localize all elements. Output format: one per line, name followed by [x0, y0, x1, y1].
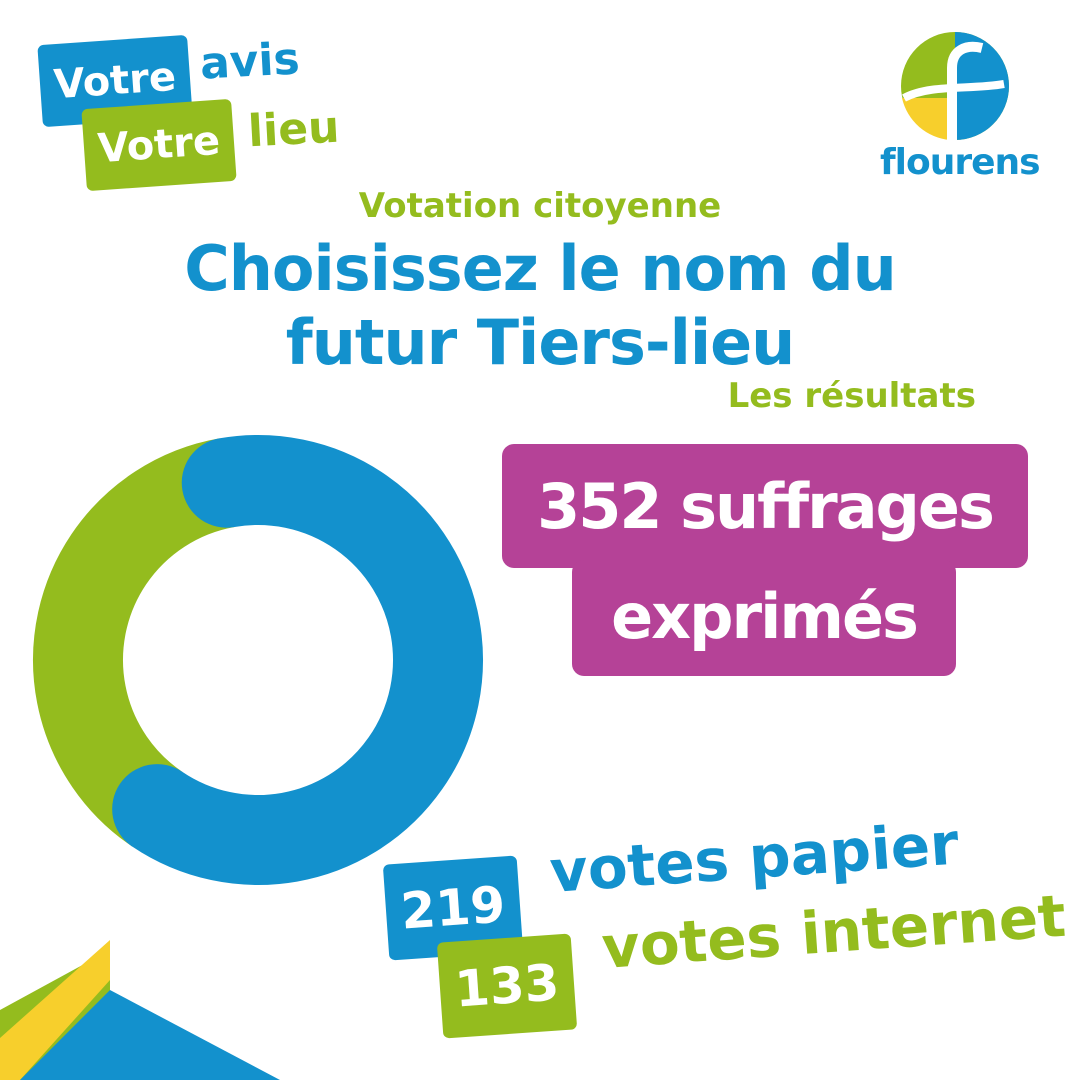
flourens-wordmark: flourens — [880, 142, 1041, 183]
donut-slice-votes-papier — [33, 435, 483, 885]
corner-decoration — [0, 940, 280, 1080]
title-line-2: futur Tiers-lieu — [285, 306, 796, 379]
suffrages-caption-text: exprimés — [611, 580, 919, 653]
papier-label: votes papier — [547, 809, 961, 906]
page-title: Choisissez le nom du futur Tiers-lieu — [0, 232, 1080, 380]
title-line-1: Choisissez le nom du — [184, 232, 897, 305]
votes-donut-chart — [33, 435, 483, 886]
lieu-word: lieu — [246, 101, 341, 158]
suffrages-badge-top — [502, 444, 1028, 568]
suffrages-badge-bottom — [572, 560, 956, 676]
results-label: Les résultats — [727, 376, 976, 416]
votre-tag-green: Votre — [81, 98, 237, 192]
flourens-f-logo-icon — [901, 32, 1009, 140]
subtitle: Votation citoyenne — [358, 186, 722, 226]
internet-count-badge: 133 — [436, 933, 578, 1039]
suffrages-count-text: 352 suffrages — [537, 470, 995, 543]
avis-word: avis — [198, 33, 301, 90]
